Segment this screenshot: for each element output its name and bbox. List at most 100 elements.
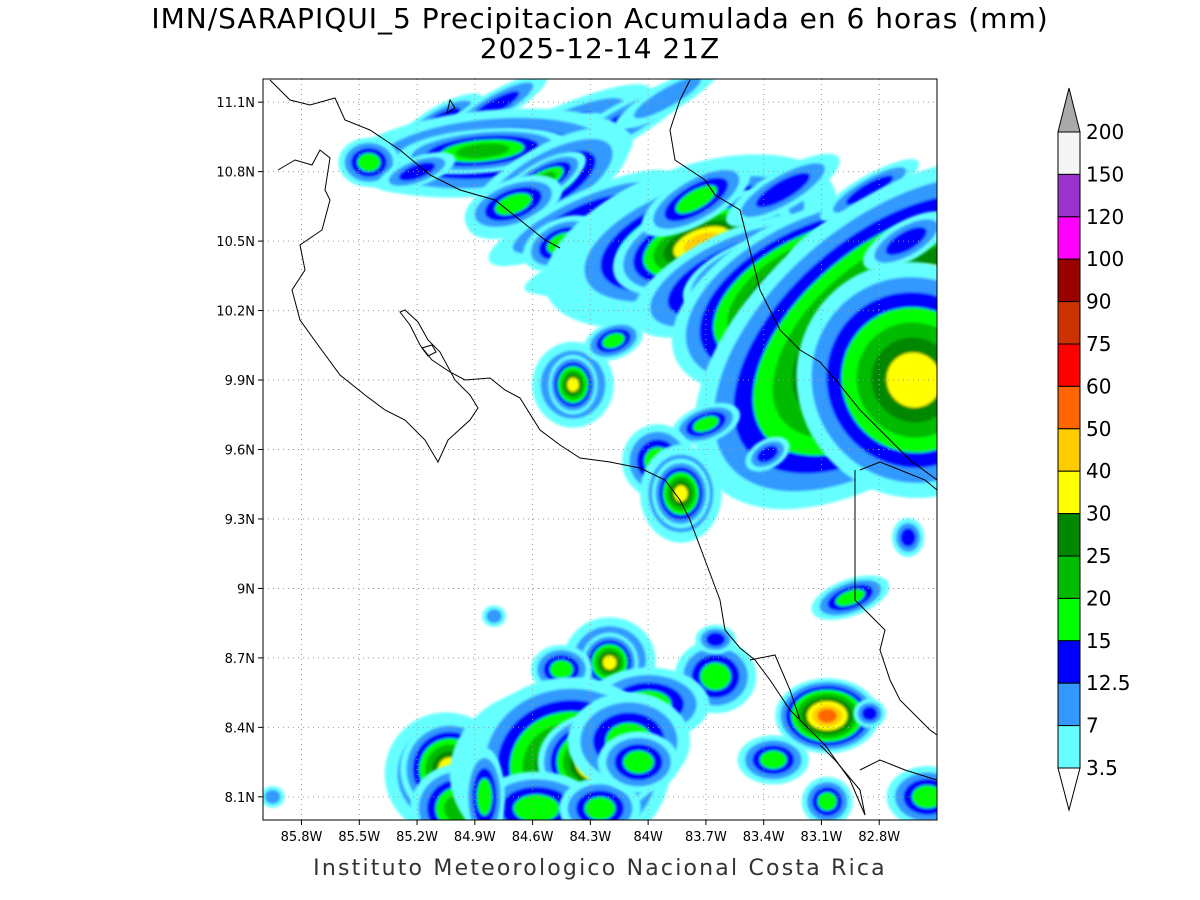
precip-contour [674, 485, 688, 502]
precip-contour [633, 79, 702, 119]
precip-contour [911, 785, 937, 809]
colorbar-label: 150 [1086, 162, 1124, 186]
precip-contour [759, 750, 787, 770]
precip-cell [464, 747, 505, 820]
colorbar-label: 90 [1086, 290, 1111, 314]
precipitation-field [263, 79, 937, 820]
colorbar-swatch [1057, 428, 1081, 472]
lat-tick-label: 10.5N [216, 235, 255, 250]
precip-cell [775, 678, 880, 754]
lat-tick-label: 8.4N [225, 721, 255, 736]
precip-contour [602, 655, 617, 670]
colorbar-label: 30 [1086, 502, 1111, 526]
lat-tick-label: 11.1N [216, 96, 255, 111]
colorbar-swatch [1057, 301, 1081, 345]
lat-tick-label: 9.9N [225, 374, 255, 389]
footer-credit: Instituto Meteorologico Nacional Costa R… [313, 856, 887, 881]
precip-contour [455, 143, 510, 159]
lon-tick-label: 84W [633, 830, 663, 845]
colorbar-label: 25 [1086, 544, 1111, 568]
lon-tick-label: 83.7W [685, 830, 727, 845]
lat-tick-label: 10.2N [216, 305, 255, 320]
precip-contour [494, 193, 532, 215]
precip-cell [886, 766, 937, 820]
colorbar-over-triangle [1057, 87, 1081, 133]
lat-tick-label: 9.3N [225, 513, 255, 528]
precip-cell [641, 162, 751, 237]
colorbar-label: 75 [1086, 332, 1111, 356]
lat-tick-label: 8.1N [225, 791, 255, 806]
precip-contour [549, 660, 574, 679]
colorbar-label: 50 [1086, 417, 1111, 441]
precip-contour [513, 794, 560, 820]
colorbar-label: 7 [1086, 714, 1099, 738]
precip-contour [357, 153, 381, 172]
precip-cell [597, 731, 680, 793]
lake-nicaragua-border [446, 98, 456, 115]
lat-tick-label: 8.7N [225, 652, 255, 667]
precip-contour [817, 792, 837, 811]
precip-cell [559, 777, 641, 820]
precip-cell [726, 153, 840, 227]
precip-contour [398, 162, 436, 181]
colorbar-label: 15 [1086, 629, 1111, 653]
precip-contour [885, 227, 927, 256]
lon-tick-label: 84.9W [454, 830, 496, 845]
colorbar-swatch [1057, 725, 1081, 769]
lat-lon-grid [263, 79, 937, 820]
lon-tick-label: 84.3W [569, 830, 611, 845]
precip-contour [705, 632, 726, 647]
precip-cell [615, 79, 720, 130]
lat-tick-label: 9.6N [225, 444, 255, 459]
precip-cell [548, 354, 598, 415]
map-title: IMN/SARAPIQUI_5 Precipitacion Acumulada … [151, 2, 1049, 35]
panama-border [854, 461, 937, 781]
precip-cell [745, 436, 790, 472]
colorbar-swatch [1057, 470, 1081, 515]
lat-tick-label: 10.8N [216, 166, 255, 181]
precip-contour [700, 662, 731, 691]
precip-contour [845, 175, 894, 205]
lon-tick-label: 84.6W [512, 830, 554, 845]
colorbar-swatch [1057, 343, 1081, 387]
lon-tick-label: 85.2W [396, 830, 438, 845]
precip-contour [861, 706, 878, 721]
precip-cell [811, 575, 890, 620]
precip-contour [602, 333, 625, 349]
precip-cell [820, 159, 920, 222]
colorbar-swatch [1057, 597, 1081, 642]
colorbar-swatch [1057, 216, 1081, 260]
colorbar-swatch [1057, 682, 1081, 727]
lon-tick-label: 83.1W [801, 830, 843, 845]
colorbar-swatch [1057, 555, 1081, 599]
precip-contour [623, 750, 654, 774]
precip-cell [695, 624, 736, 654]
lat-tick-label: 9N [237, 582, 255, 597]
coastlines-borders [269, 79, 937, 816]
precip-contour [755, 172, 811, 208]
precip-contour [584, 796, 616, 820]
plot-area [262, 78, 938, 821]
colorbar-swatch [1057, 173, 1081, 218]
precip-cell [263, 786, 285, 808]
colorbar-swatch [1057, 258, 1081, 303]
colorbar-label: 20 [1086, 586, 1111, 610]
precip-contour [675, 185, 717, 214]
colorbar-swatch [1057, 640, 1081, 684]
colorbar-label: 40 [1086, 459, 1111, 483]
colorbar-label: 3.5 [1086, 756, 1118, 780]
map-subtitle-date: 2025-12-14 21Z [479, 32, 721, 65]
precip-cell [801, 776, 853, 820]
precip-contour [567, 377, 579, 392]
precip-contour [264, 789, 281, 804]
precip-cell [482, 605, 507, 627]
colorbar-label: 60 [1086, 374, 1111, 398]
precip-contour [756, 445, 779, 463]
precip-contour [900, 528, 916, 547]
precip-cell [475, 771, 598, 820]
lon-tick-label: 85.8W [281, 830, 323, 845]
precip-contour [835, 589, 866, 607]
precip-cell [737, 735, 810, 785]
gulf-dulce-coast [749, 654, 866, 816]
